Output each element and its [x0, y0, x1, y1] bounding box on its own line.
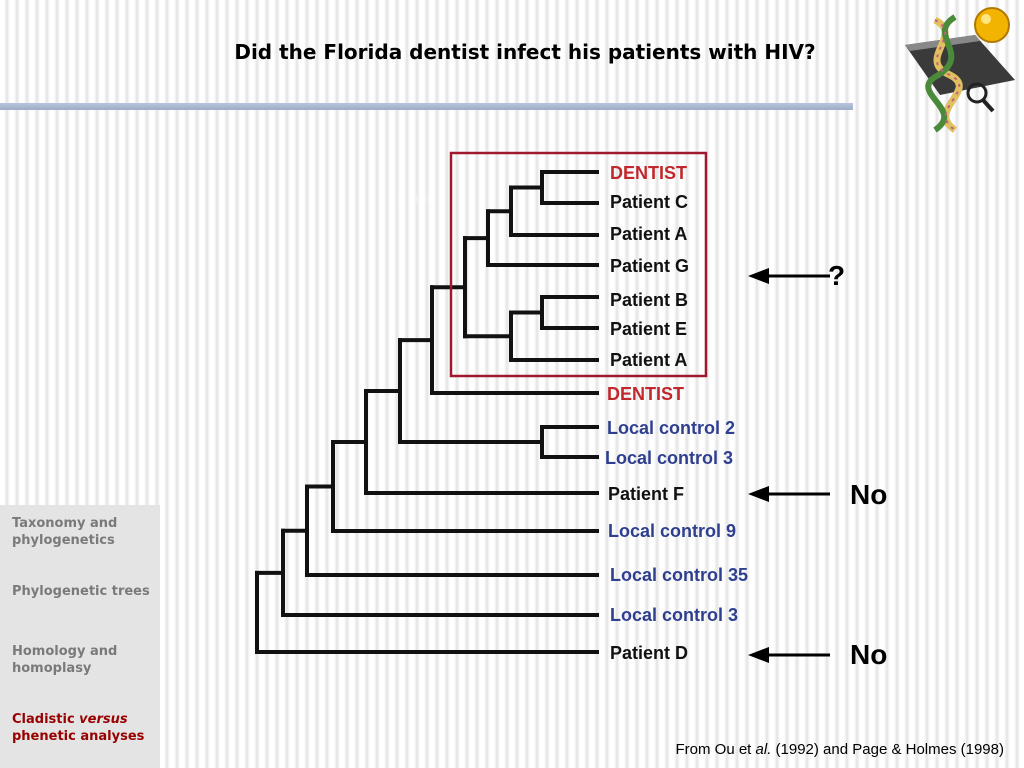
tree-leaf-label: Patient A	[610, 224, 688, 244]
sidebar: Taxonomy and phylogenetics Phylogenetic …	[0, 505, 160, 768]
sidebar-item-label: phylogenetics	[12, 533, 115, 548]
sidebar-item-homology[interactable]: Homology and homoplasy	[12, 643, 152, 677]
annotation-text: No	[850, 479, 888, 510]
tree-leaf-label: Patient E	[610, 319, 688, 339]
citation-prefix: From Ou et	[675, 741, 756, 758]
dentist-cluster-highlight	[449, 151, 708, 378]
sidebar-item-label: Taxonomy and	[12, 516, 118, 531]
sidebar-item-taxonomy[interactable]: Taxonomy and phylogenetics	[12, 515, 152, 549]
tree-leaf-label: Patient D	[610, 643, 689, 663]
page-title: Did the Florida dentist infect his patie…	[234, 40, 816, 64]
tree-leaf-label: Local control 3	[605, 448, 734, 468]
background-ghost-text: o her	[398, 190, 433, 207]
tree-leaf-label: Patient C	[610, 192, 689, 212]
citation: From Ou et al. (1992) and Page & Holmes …	[675, 741, 1004, 758]
title-divider	[0, 103, 853, 110]
citation-suffix: (1992) and Page & Holmes (1998)	[771, 741, 1004, 758]
tree-leaf-label: Patient B	[610, 290, 689, 310]
left-arrow-icon	[748, 647, 830, 663]
dna-magnifier-icon	[905, 7, 1015, 133]
tree-leaf-label: Local control 35	[610, 565, 749, 585]
annotation-text: No	[850, 639, 888, 670]
sidebar-item-label: Homology and	[12, 644, 118, 659]
sidebar-item-phylogenetic-trees[interactable]: Phylogenetic trees	[12, 583, 152, 600]
tree-leaf-label: DENTIST	[610, 163, 688, 183]
sidebar-item-label: Phylogenetic trees	[12, 584, 150, 599]
tree-leaf-label: Patient G	[610, 256, 690, 276]
tree-leaf-label: DENTIST	[607, 384, 685, 404]
sidebar-item-label: homoplasy	[12, 661, 92, 676]
tree-leaf-label: Patient F	[608, 484, 685, 504]
tree-leaf-label: Local control 3	[610, 605, 739, 625]
sidebar-item-cladistic-phenetic[interactable]: Cladistic versus phenetic analyses	[12, 711, 152, 745]
left-arrow-icon	[748, 268, 830, 284]
sidebar-item-label: phenetic analyses	[12, 729, 145, 744]
sidebar-item-label: Cladistic	[12, 712, 80, 727]
citation-emphasis: al.	[755, 741, 772, 758]
tree-leaf-label: Local control 9	[608, 521, 737, 541]
tree-leaf-label: Patient A	[610, 350, 688, 370]
annotation-text: ?	[828, 260, 846, 291]
left-arrow-icon	[748, 486, 830, 502]
tree-leaf-label: Local control 2	[607, 418, 736, 438]
sidebar-item-label-emphasis: versus	[79, 712, 128, 727]
